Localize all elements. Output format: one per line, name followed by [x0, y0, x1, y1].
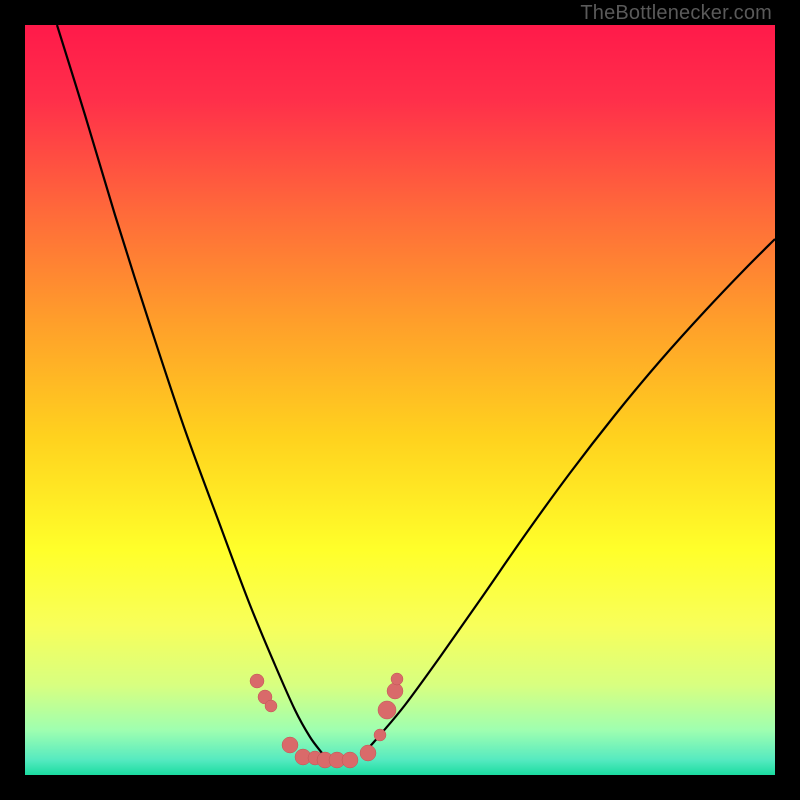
curve-layer [25, 25, 775, 775]
data-marker [378, 701, 396, 719]
data-marker [282, 737, 298, 753]
watermark-text: TheBottlenecker.com [580, 2, 772, 25]
data-marker [374, 729, 386, 741]
curve-right [364, 239, 775, 753]
data-marker [391, 673, 403, 685]
data-marker [360, 745, 376, 761]
data-markers [250, 673, 403, 768]
data-marker [265, 700, 277, 712]
data-marker [387, 683, 403, 699]
data-marker [250, 674, 264, 688]
curve-left [57, 25, 322, 753]
plot-area [25, 25, 775, 775]
data-marker [342, 752, 358, 768]
chart-root: TheBottlenecker.com [0, 0, 800, 800]
